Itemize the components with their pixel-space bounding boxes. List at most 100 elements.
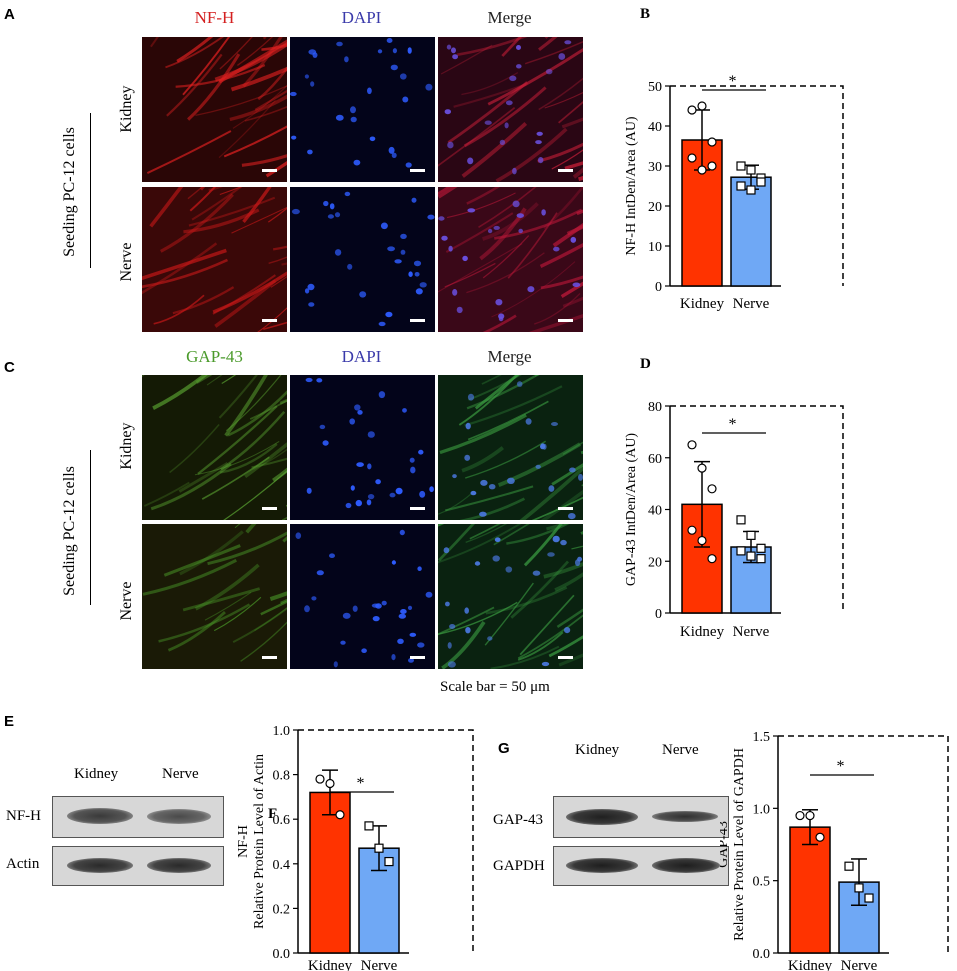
scale-bar — [558, 319, 573, 322]
side-label-a: Seeding PC-12 cells — [61, 127, 78, 257]
band-actin-kidney — [67, 858, 133, 873]
data-point — [697, 165, 707, 175]
data-point — [815, 832, 825, 842]
dashed-frame — [670, 405, 844, 613]
scale-bar — [262, 656, 277, 659]
data-point — [687, 440, 697, 450]
dashed-frame — [670, 85, 844, 286]
data-point — [854, 883, 864, 893]
y-tick-label: 1.5 — [753, 730, 771, 745]
micrograph-nfh-kidney — [142, 37, 287, 182]
chart-b: 0 10 20 30 40 50 Kidney Nerve * B NF-H IntDen/Area… — [624, 6, 844, 312]
channel-label-nfh: NF-H — [194, 8, 235, 27]
data-point — [707, 484, 717, 494]
scale-bar — [558, 507, 573, 510]
y-axis-label-2: GAP-43 — [720, 821, 731, 868]
scale-bar — [262, 169, 277, 172]
significance-star: * — [837, 758, 845, 775]
row-label-kidney-a: Kidney — [118, 85, 135, 133]
panel-letter: B — [640, 6, 650, 22]
data-point — [687, 525, 697, 535]
data-point — [844, 861, 854, 871]
y-tick-label: 0.4 — [273, 858, 291, 873]
significance-star: * — [357, 775, 365, 792]
y-axis-label: Relative Protein Level of GAPDH — [732, 748, 747, 941]
y-tick-label: 20 — [648, 200, 662, 215]
y-tick-label: 60 — [648, 452, 662, 467]
lane-label-nerve-e: Nerve — [162, 766, 199, 782]
lane-label-kidney-g: Kidney — [575, 742, 620, 758]
y-tick-label: 0.0 — [273, 947, 291, 962]
micrograph-dapi-kidney-c — [290, 375, 435, 520]
micrograph-gap43-nerve — [142, 524, 287, 669]
dashed-frame — [778, 735, 949, 953]
scale-bar — [262, 507, 277, 510]
bar-nerve — [730, 176, 772, 287]
y-tick-label: 0.8 — [273, 769, 291, 784]
data-point — [697, 535, 707, 546]
x-tick-label: Nerve — [361, 958, 398, 971]
y-tick-label: 1.0 — [753, 802, 771, 817]
data-point — [697, 101, 707, 111]
side-label-c: Seeding PC-12 cells — [61, 466, 78, 596]
panel-letter-c: C — [4, 359, 15, 376]
data-point — [697, 463, 707, 473]
y-tick-label: 0 — [655, 607, 662, 622]
micrograph-merge-nerve-c — [438, 524, 583, 669]
y-tick-label: 30 — [648, 160, 662, 175]
data-point — [374, 843, 384, 853]
dashed-frame — [298, 729, 474, 953]
panel-letter-a: A — [4, 6, 15, 23]
side-divider-a — [90, 113, 91, 268]
channel-label-merge: Merge — [487, 8, 532, 27]
significance-star: * — [729, 73, 737, 90]
scale-bar — [410, 169, 425, 172]
band-gapdh-nerve — [652, 858, 720, 873]
band-label-gapdh: GAPDH — [493, 858, 545, 874]
data-point — [805, 810, 815, 821]
band-label-gap43: GAP-43 — [493, 812, 544, 828]
blot-gapdh — [553, 846, 729, 886]
scale-bar — [410, 656, 425, 659]
data-point — [746, 530, 756, 540]
micrograph-nfh-nerve — [142, 187, 287, 332]
data-point — [707, 161, 717, 171]
data-point — [756, 543, 766, 553]
scale-bar — [558, 656, 573, 659]
significance-star: * — [729, 416, 737, 433]
panel-letter: F — [268, 806, 277, 822]
data-point — [795, 810, 805, 821]
y-tick-label: 10 — [648, 240, 662, 255]
data-point — [746, 165, 756, 175]
blot-nfh — [52, 796, 224, 838]
scale-bar — [558, 169, 573, 172]
y-tick-label: 20 — [648, 555, 662, 570]
panel-letter-g: G — [498, 740, 510, 757]
x-tick-label: Nerve — [841, 958, 878, 971]
blot-gap43 — [553, 796, 729, 838]
side-divider-c — [90, 450, 91, 605]
y-axis-label: Relative Protein Level of Actin — [252, 754, 267, 929]
x-tick-label: Nerve — [733, 624, 770, 640]
micrograph-merge-kidney-a — [438, 37, 583, 182]
band-label-actin: Actin — [6, 856, 40, 872]
band-gap43-nerve — [652, 811, 718, 822]
y-tick-label: 0.5 — [753, 875, 771, 890]
y-tick-label: 0.6 — [273, 813, 291, 828]
chart-d: 0 20 40 60 80 Kidney Nerve * D GAP-43 IntDen/Area… — [624, 356, 844, 640]
x-tick-label: Kidney — [308, 958, 353, 971]
data-point — [746, 551, 756, 561]
x-tick-label: Nerve — [733, 296, 770, 312]
band-actin-nerve — [147, 858, 211, 873]
y-tick-label: 1.0 — [273, 724, 291, 739]
channel-label-merge-c: Merge — [487, 347, 532, 366]
scale-bar — [410, 319, 425, 322]
band-gapdh-kidney — [566, 858, 638, 873]
micrograph-gap43-kidney — [142, 375, 287, 520]
y-tick-label: 80 — [648, 400, 662, 415]
data-point — [325, 778, 335, 789]
data-point — [756, 177, 766, 187]
row-label-nerve-c: Nerve — [118, 581, 135, 621]
y-tick-label: 40 — [648, 504, 662, 519]
band-nfh-kidney — [67, 808, 133, 824]
